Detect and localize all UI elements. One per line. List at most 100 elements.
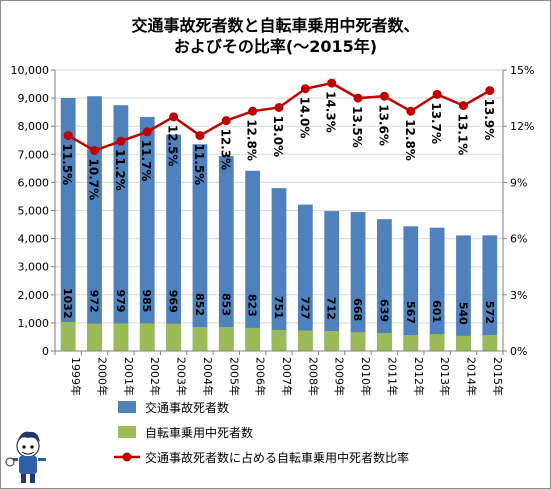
x-axis: 1999年 2000年 2001年 2002年 2003年 2004年 2005年 2006年… [54,350,505,396]
bar-total-deaths [166,134,181,351]
x-tick-label: 2010年 [359,357,373,396]
bar-total-deaths [429,227,445,351]
ratio-label: 13.0% [271,115,285,157]
bar-bicycle-deaths [403,335,419,351]
ratio-point [406,106,416,116]
bicycle-count-label: 668 [351,298,364,321]
bar-bicycle-deaths [87,323,102,351]
left-tick-label: 2,000 [18,289,50,302]
bars [60,96,498,352]
ratio-point [300,84,310,94]
mascot-illustration [5,431,46,483]
bicycle-count-label: 712 [325,297,338,320]
bar-bicycle-deaths [271,329,287,351]
bar-bicycle-deaths [139,323,155,351]
bar-total-deaths [192,144,208,351]
x-tick-label: 2015年 [491,357,505,396]
bicycle-count-label: 727 [298,297,311,320]
bicycle-count-label: 985 [140,289,153,312]
legend-label-ratio: 交通事故死者数に占める自転車乗用中死者数比率 [145,450,409,465]
right-tick-label: 9% [510,176,527,189]
ratio-label: 13.6% [376,104,390,146]
left-tick-label: 9,000 [18,92,50,105]
ratio-label: 11.5% [192,144,206,186]
left-tick-label: 7,000 [18,148,50,161]
chart-title-line1: 交通事故死者数と自転車乗用中死者数、 [131,16,420,35]
x-tick-label: 2004年 [201,357,215,396]
ratio-label: 11.2% [113,149,127,191]
left-tick-label: 0 [42,345,49,358]
x-tick-label: 2003年 [175,357,189,396]
bar-bicycle-deaths [456,335,471,351]
ratio-point [379,91,389,101]
right-axis: 0% 3% 6% 9% 12% 15% [502,64,534,358]
ratio-point [195,131,205,141]
ratio-label: 14.0% [297,97,311,139]
ratio-point [274,102,284,112]
ratio-point [353,93,363,103]
right-tick-label: 0% [510,345,527,358]
mascot-body [19,456,37,474]
ratio-label: 12.3% [218,129,232,171]
bar-total-deaths [324,211,340,351]
x-tick-label: 2009年 [333,357,347,396]
x-tick-label: 2011年 [385,357,399,396]
right-tick-label: 15% [510,64,534,77]
ratio-point [458,101,468,111]
bicycle-count-label: 979 [114,289,127,312]
left-tick-label: 5,000 [18,205,50,218]
bar-bicycle-deaths [166,323,181,351]
ratio-point [169,112,179,122]
bar-total-deaths [113,105,129,352]
ratio-point [432,89,442,99]
bar-bicycle-deaths [245,327,261,351]
bicycle-count-label: 823 [246,294,259,317]
bar-bicycle-deaths [60,322,76,351]
legend-label-total: 交通事故死者数 [145,400,229,415]
ratio-label: 13.9% [482,99,496,141]
x-tick-label: 2000年 [96,357,110,396]
bar-bicycle-deaths [350,332,366,351]
mascot-hair [18,431,40,442]
ratio-label: 14.3% [324,91,338,133]
bicycle-count-label: 852 [193,293,206,316]
ratio-label: 13.7% [429,102,443,144]
x-tick-label: 2013年 [438,357,452,396]
x-tick-label: 2007年 [280,357,294,396]
ratio-point [116,136,126,146]
ratio-label: 12.8% [245,119,259,161]
left-tick-label: 1,000 [18,317,50,330]
ratio-label: 11.7% [139,140,153,182]
bar-total-deaths [87,96,102,352]
x-tick-label: 2001年 [122,357,136,396]
ratio-point [327,78,337,88]
bar-total-deaths [377,219,392,351]
left-axis: 0 1,000 2,000 3,000 4,000 5,000 6,000 7,000 8,00… [11,64,56,358]
left-tick-label: 3,000 [18,261,50,274]
bicycle-count-label: 601 [430,300,443,323]
left-tick-label: 6,000 [18,176,50,189]
ratio-point [63,131,73,141]
ratio-point [248,106,258,116]
bar-bicycle-deaths [324,330,340,351]
left-tick-label: 8,000 [18,120,50,133]
ratio-label: 13.5% [350,106,364,148]
bar-total-deaths [297,204,313,351]
right-tick-label: 3% [510,289,527,302]
bicycle-count-label: 972 [88,290,101,313]
bicycle-count-label: 567 [404,301,417,324]
left-tick-label: 4,000 [18,233,50,246]
bar-total-deaths [456,235,471,351]
left-tick-label: 10,000 [11,64,50,77]
bicycle-count-label: 969 [167,290,180,313]
ratio-label: 12.8% [403,119,417,161]
ratio-label: 11.5% [60,144,74,186]
x-tick-label: 2006年 [254,357,268,396]
bar-bicycle-deaths [192,327,208,351]
right-tick-label: 12% [510,120,534,133]
bar-bicycle-deaths [113,323,129,351]
bar-bicycle-deaths [218,327,234,351]
bar-total-deaths [245,170,261,351]
